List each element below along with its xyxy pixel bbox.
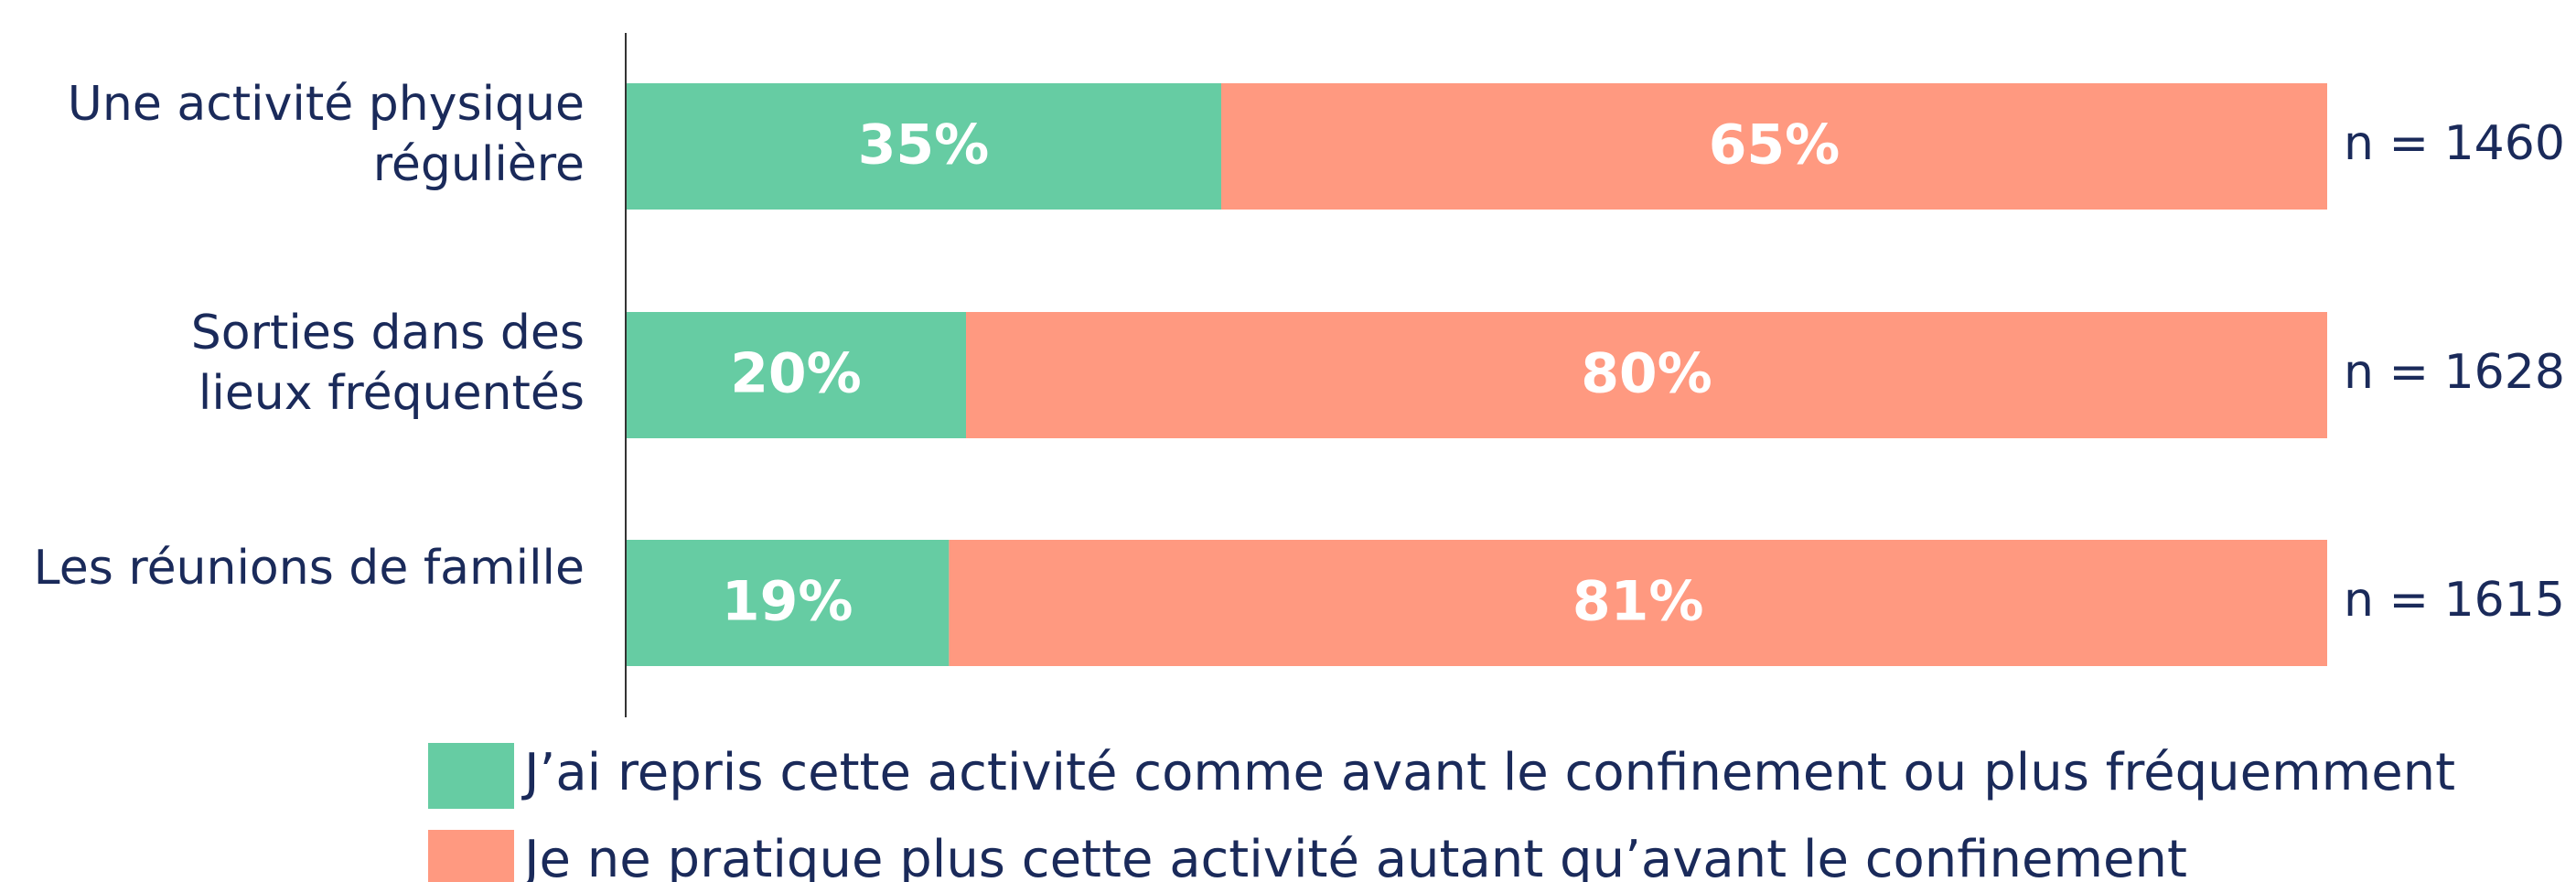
legend-swatch [428,830,514,882]
value-label: 20% [730,342,862,406]
category-label: lieux fréquentés [199,366,585,421]
value-label: 81% [1572,570,1704,634]
bar-segment [626,312,966,438]
n-annotation: n = 1628 [2344,345,2565,400]
legend-label: Je ne pratique plus cette activité autan… [521,830,2187,882]
bar-segment [1221,83,2327,210]
value-label: 80% [1581,342,1712,406]
legend-label: J’ai repris cette activité comme avant l… [521,743,2455,802]
n-annotation: n = 1615 [2344,573,2565,628]
bar-segment [966,312,2327,438]
category-label: Une activité physique [68,77,585,132]
legend-swatch [428,743,514,809]
value-label: 35% [858,113,990,177]
category-label: Les réunions de famille [34,541,585,596]
bar-segment [626,540,950,666]
value-label: 65% [1709,113,1841,177]
category-label: Sorties dans des [191,306,585,360]
value-label: 19% [722,570,853,634]
n-annotation: n = 1460 [2344,116,2565,171]
bar-segment [626,83,1221,210]
category-label: régulière [373,137,585,192]
bar-segment [949,540,2327,666]
